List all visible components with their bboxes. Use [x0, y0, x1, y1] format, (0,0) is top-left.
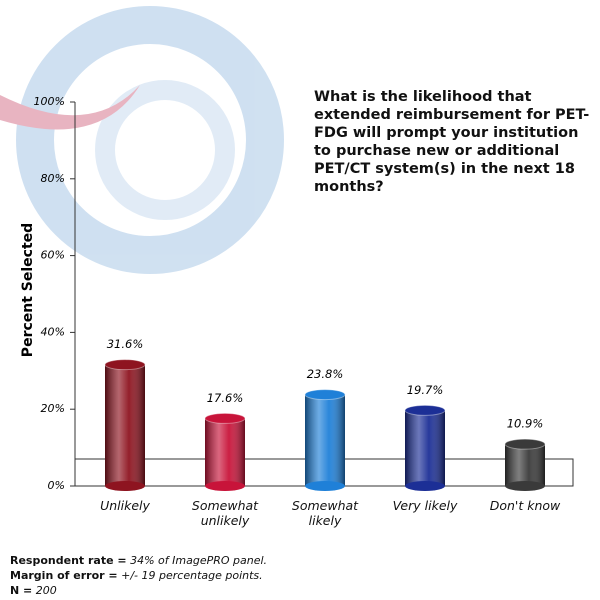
bar-base — [205, 481, 245, 491]
bar-base — [505, 481, 545, 491]
bar-base — [405, 481, 445, 491]
bar-shading — [405, 410, 445, 486]
note: Respondent rate = 34% of ImagePRO panel. — [10, 553, 267, 568]
y-tick-label: 60% — [41, 249, 65, 262]
bar-base — [305, 481, 345, 491]
x-tick-label: Somewhat likely — [291, 498, 359, 528]
background-swirl — [0, 6, 284, 274]
y-tick-label: 100% — [34, 95, 65, 108]
bar-shading — [305, 394, 345, 486]
x-tick-label: Somewhat unlikely — [191, 498, 259, 528]
notes: Respondent rate = 34% of ImagePRO panel.… — [10, 553, 267, 598]
note-text: 34% of ImagePRO panel. — [130, 554, 268, 567]
bar-shading — [505, 444, 545, 486]
bar-cap — [504, 438, 546, 450]
y-tick-label: 20% — [41, 402, 65, 415]
value-label: 10.9% — [507, 417, 544, 431]
y-tick-label: 80% — [41, 172, 65, 185]
bar-cap — [304, 389, 346, 401]
value-label: 23.8% — [307, 367, 344, 381]
y-tick-label: 0% — [48, 479, 65, 492]
x-tick-label: Very likely — [392, 498, 458, 513]
value-label: 19.7% — [407, 383, 444, 397]
note-label: Margin of error = — [10, 569, 118, 582]
y-axis-label: Percent Selected — [20, 223, 36, 357]
bar-shading — [105, 364, 145, 486]
note-text: +/- 19 percentage points. — [121, 569, 263, 582]
value-label: 17.6% — [207, 391, 244, 405]
bar-cap — [104, 359, 146, 371]
x-tick-label: Unlikely — [100, 498, 150, 513]
chart-title: What is the likelihood that extended rei… — [314, 89, 590, 195]
bar-shading — [205, 418, 245, 486]
note: N = 200 — [10, 583, 267, 598]
bar-base — [105, 481, 145, 491]
bar-cap — [204, 412, 246, 424]
value-label: 31.6% — [107, 337, 144, 351]
y-tick-label: 40% — [41, 325, 65, 338]
bar-cap — [404, 404, 446, 416]
x-tick-label: Don't know — [489, 498, 561, 513]
note-label: Respondent rate = — [10, 554, 127, 567]
note-text: 200 — [35, 584, 57, 597]
note-label: N = — [10, 584, 33, 597]
note: Margin of error = +/- 19 percentage poin… — [10, 568, 267, 583]
